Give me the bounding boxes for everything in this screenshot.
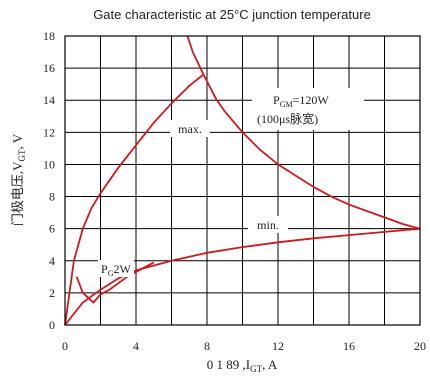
label-max: max. [170,120,210,137]
y-axis-label: 门极电压,VGT, V [10,133,27,226]
label-pgm-line1: PGM=120W [273,93,329,109]
series-line-min [64,227,421,326]
x-tick-label: 12 [272,339,284,353]
x-tick-label: 20 [414,339,426,353]
y-tick-label: 18 [43,29,55,43]
x-tick-label: 8 [204,339,210,353]
label-pgm: PGM=120W (100μs脉宽) [252,88,364,130]
y-tick-label: 6 [49,222,55,236]
y-tick-label: 0 [49,318,55,332]
label-min: min. [248,216,288,233]
y-tick-label: 8 [49,190,55,204]
y-tick-label: 10 [43,157,55,171]
y-tick-label: 16 [43,61,55,75]
chart-title: Gate characteristic at 25°C junction tem… [93,7,371,22]
y-tick-label: 12 [43,125,55,139]
x-tick-label: 16 [343,339,355,353]
label-min-text: min. [257,218,279,232]
x-tick-label: 4 [133,339,139,353]
x-tick-label: 0 [62,339,68,353]
y-tick-label: 2 [49,286,55,300]
series-line-max [64,73,205,326]
y-tick-label: 14 [43,93,55,107]
curves [64,35,421,326]
label-pg: PG2W [98,260,134,278]
plot-frame [64,35,421,326]
y-tick-labels: 0 2 4 6 8 10 12 14 16 18 [43,29,55,332]
x-axis-label: 0 1 89 ,IGT, A [207,357,278,374]
y-tick-label: 4 [49,254,55,268]
label-max-text: max. [178,122,202,136]
label-pgm-line2: (100μs脉宽) [257,111,318,126]
x-tick-labels: 0 4 8 12 16 20 [62,339,426,353]
series-line-p-g-2w [75,261,155,304]
label-pg-text: PG2W [101,262,131,278]
series-line-p-gm-120w [186,35,421,230]
grid [65,36,420,325]
